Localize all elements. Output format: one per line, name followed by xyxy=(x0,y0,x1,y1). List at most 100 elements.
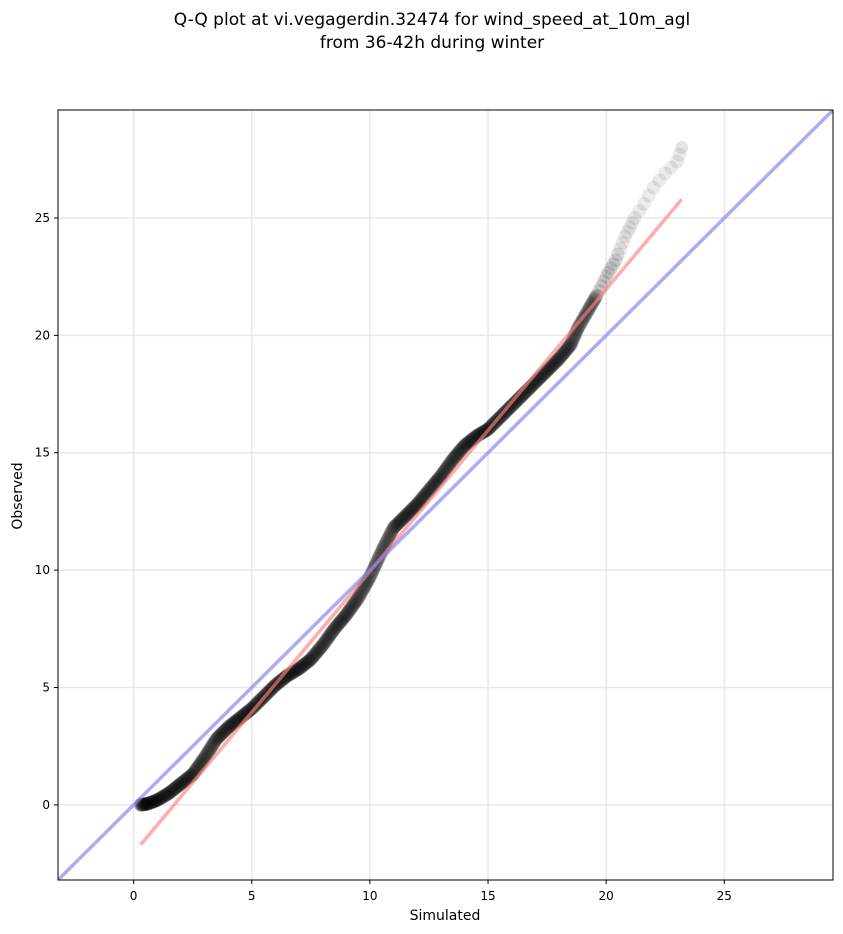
data-point xyxy=(403,504,418,519)
data-point xyxy=(334,613,349,628)
data-point xyxy=(539,364,554,379)
data-point xyxy=(565,334,580,349)
data-point xyxy=(432,471,447,486)
data-point xyxy=(459,437,474,452)
data-point xyxy=(221,720,236,735)
data-point xyxy=(339,607,354,622)
reference-lines xyxy=(58,110,833,880)
data-point xyxy=(548,355,563,370)
data-point xyxy=(452,444,467,459)
x-tick-label: 5 xyxy=(248,889,256,903)
data-point xyxy=(458,438,473,453)
data-point xyxy=(328,620,343,635)
data-point xyxy=(596,274,611,289)
data-point xyxy=(275,672,290,687)
data-point xyxy=(225,717,240,732)
data-point xyxy=(389,518,404,533)
data-point xyxy=(557,344,572,359)
data-point xyxy=(146,794,161,809)
data-point xyxy=(432,470,447,485)
data-point xyxy=(435,466,450,481)
data-point xyxy=(442,457,457,472)
data-point xyxy=(428,475,443,490)
data-point xyxy=(388,519,403,534)
data-point xyxy=(309,645,324,660)
data-point xyxy=(384,524,399,539)
data-point xyxy=(198,749,213,764)
data-point xyxy=(563,337,578,352)
y-tick-label: 20 xyxy=(35,328,50,342)
data-point xyxy=(424,480,439,495)
data-point xyxy=(156,789,171,804)
data-point xyxy=(445,452,460,467)
data-point xyxy=(141,796,156,811)
identity-line xyxy=(58,110,833,880)
data-point xyxy=(308,646,323,661)
data-point xyxy=(400,507,415,522)
data-point xyxy=(160,787,175,802)
data-point xyxy=(173,776,188,791)
data-point xyxy=(553,349,568,364)
data-point xyxy=(449,447,464,462)
data-point xyxy=(404,503,419,518)
data-point xyxy=(443,456,458,471)
data-point xyxy=(330,617,345,632)
x-tick-label: 0 xyxy=(130,889,138,903)
data-point xyxy=(408,499,423,514)
data-point xyxy=(456,439,471,454)
data-point xyxy=(381,530,396,545)
data-point xyxy=(137,797,152,812)
data-point xyxy=(395,511,410,526)
data-point xyxy=(551,351,566,366)
data-point xyxy=(540,362,555,377)
data-point xyxy=(311,643,326,658)
data-point xyxy=(558,343,573,358)
data-point xyxy=(292,661,307,676)
data-point xyxy=(289,663,304,678)
data-point xyxy=(320,631,335,646)
data-point xyxy=(380,532,395,547)
data-point xyxy=(290,662,305,677)
data-point xyxy=(407,499,422,514)
data-point xyxy=(455,440,470,455)
data-point xyxy=(168,780,183,795)
data-point xyxy=(146,794,161,809)
data-point xyxy=(546,357,561,372)
data-point xyxy=(351,589,366,604)
data-point xyxy=(148,793,163,808)
data-point xyxy=(454,441,469,456)
data-point xyxy=(646,180,661,195)
data-point xyxy=(457,438,472,453)
data-point xyxy=(218,722,233,737)
data-point xyxy=(217,723,232,738)
data-point xyxy=(222,719,237,734)
data-point xyxy=(210,730,225,745)
data-point xyxy=(348,594,363,609)
data-point xyxy=(347,595,362,610)
data-point xyxy=(226,716,241,731)
data-point xyxy=(394,512,409,527)
data-point xyxy=(274,673,289,688)
data-point xyxy=(391,515,406,530)
data-point xyxy=(325,624,340,639)
data-point xyxy=(171,778,186,793)
data-point xyxy=(147,794,162,809)
data-point xyxy=(144,795,159,810)
data-point xyxy=(244,701,259,716)
data-point xyxy=(383,525,398,540)
data-point xyxy=(331,616,346,631)
data-point xyxy=(142,796,157,811)
data-point xyxy=(204,740,219,755)
data-point xyxy=(200,745,215,760)
data-point xyxy=(312,642,327,657)
data-points xyxy=(133,141,689,812)
data-point xyxy=(163,784,178,799)
data-point xyxy=(401,505,416,520)
data-point xyxy=(174,776,189,791)
data-point xyxy=(176,774,191,789)
data-point xyxy=(150,793,165,808)
data-point xyxy=(323,627,338,642)
data-point xyxy=(554,348,569,363)
data-point xyxy=(453,443,468,458)
data-point xyxy=(431,472,446,487)
